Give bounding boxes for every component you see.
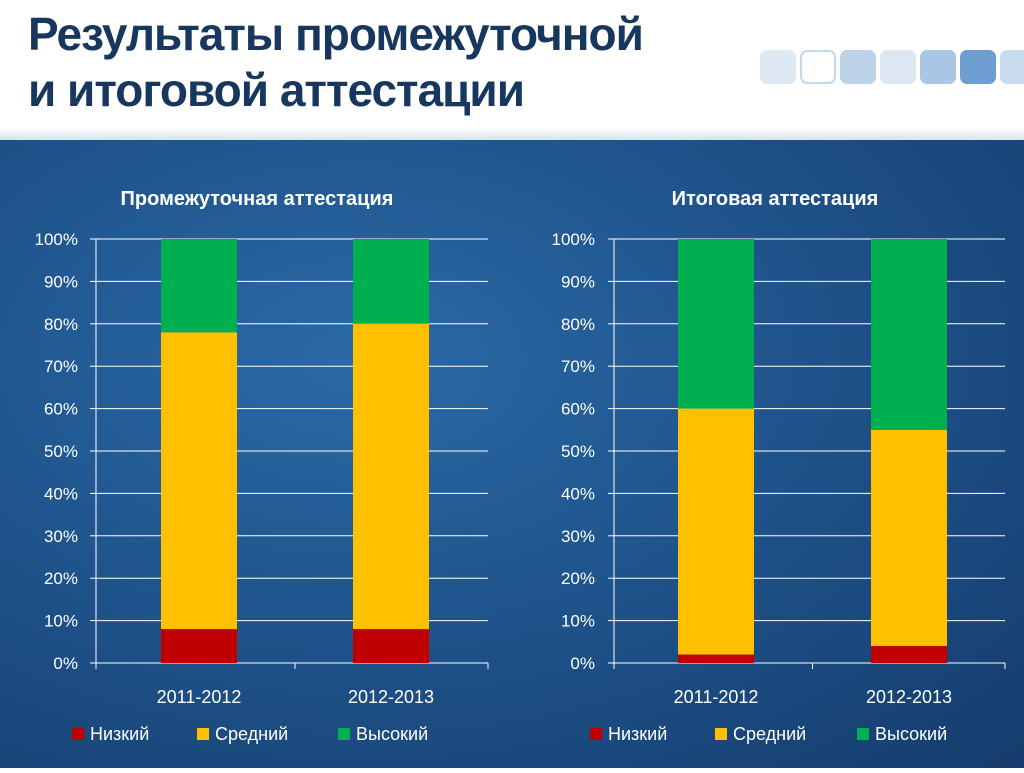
chart-1-bar-2012-2013-высокий: [353, 239, 429, 324]
chart-1-category-label: 2011-2012: [157, 687, 242, 707]
chart-1-y-tick-label: 40%: [44, 484, 78, 503]
chart-1-bar-2011-2012-высокий: [161, 239, 237, 333]
chart-1-bar-2012-2013-низкий: [353, 629, 429, 663]
chart-2-y-tick-label: 70%: [561, 357, 595, 376]
chart-1-y-tick-label: 30%: [44, 527, 78, 546]
chart-2-bar-2011-2012-средний: [678, 408, 754, 655]
decorative-square-6: [960, 50, 996, 84]
chart-1-y-tick-label: 0%: [53, 654, 78, 673]
chart-1-legend-swatch-2: [197, 728, 209, 740]
chart-2-category-label: 2011-2012: [674, 687, 759, 707]
chart-2-legend-label-2: Средний: [733, 724, 806, 744]
chart-1-y-tick-label: 10%: [44, 612, 78, 631]
slide-header: Результаты промежуточной и итоговой атте…: [0, 0, 1024, 140]
chart-2-y-tick-label: 80%: [561, 315, 595, 334]
chart-2-legend-swatch-2: [715, 728, 727, 740]
chart-1-bar-2011-2012-низкий: [161, 629, 237, 663]
chart-2-legend-label-1: Низкий: [608, 724, 667, 744]
chart-1-y-tick-label: 100%: [35, 230, 78, 249]
chart-2-bar-2012-2013-низкий: [871, 646, 947, 663]
chart-1-legend-swatch-1: [72, 728, 84, 740]
chart-2-bar-2011-2012-высокий: [678, 239, 754, 409]
charts-svg: Промежуточная аттестация 0% 10% 20% 30% 40% 50…: [35, 188, 1006, 744]
chart-2-y-tick-label: 100%: [552, 230, 595, 249]
chart-2-y-tick-label: 60%: [561, 400, 595, 419]
chart-1-legend-label-2: Средний: [215, 724, 288, 744]
chart-1-y-tick-label: 90%: [44, 272, 78, 291]
chart-1-y-tick-label: 60%: [44, 400, 78, 419]
decorative-square-7: [1000, 50, 1024, 84]
chart-1-y-tick-label: 20%: [44, 569, 78, 588]
chart-panel: Промежуточная аттестация 0% 10% 20% 30% 40% 50…: [0, 140, 1024, 768]
decorative-square-2: [800, 50, 836, 84]
chart-2-category-label: 2012-2013: [866, 687, 952, 707]
chart-1-y-tick-label: 70%: [44, 357, 78, 376]
slide-title-line-1: Результаты промежуточной: [28, 8, 644, 60]
chart-2-legend-swatch-1: [590, 728, 602, 740]
chart-1-title: Промежуточная аттестация: [121, 188, 394, 210]
slide-title-line-2: и итоговой аттестации: [28, 64, 525, 116]
chart-2-y-tick-label: 10%: [561, 612, 595, 631]
chart-2-y-tick-label: 40%: [561, 484, 595, 503]
chart-2-bar-2011-2012-низкий: [678, 654, 754, 663]
slide-title: Результаты промежуточной и итоговой атте…: [28, 6, 644, 118]
chart-1-legend-label-1: Низкий: [90, 724, 149, 744]
chart-1-legend-label-3: Высокий: [356, 724, 428, 744]
chart-2-bar-2012-2013-высокий: [871, 239, 947, 430]
decorative-square-4: [880, 50, 916, 84]
decorative-square-5: [920, 50, 956, 84]
chart-2-title: Итоговая аттестация: [672, 188, 879, 210]
chart-2-bar-2012-2013-средний: [871, 429, 947, 647]
chart-2-y-tick-label: 0%: [570, 654, 595, 673]
chart-1-category-label: 2012-2013: [348, 687, 434, 707]
chart-1-y-tick-label: 50%: [44, 442, 78, 461]
chart-1-y-tick-label: 80%: [44, 315, 78, 334]
chart-1-bar-2012-2013-средний: [353, 323, 429, 630]
chart-1-legend-swatch-3: [338, 728, 350, 740]
chart-2-y-tick-label: 20%: [561, 569, 595, 588]
chart-2-y-tick-label: 90%: [561, 272, 595, 291]
decorative-square-1: [760, 50, 796, 84]
chart-2-legend-swatch-3: [857, 728, 869, 740]
decorative-square-3: [840, 50, 876, 84]
chart-1-bar-2011-2012-средний: [161, 332, 237, 630]
chart-2-legend-label-3: Высокий: [875, 724, 947, 744]
chart-2-y-tick-label: 30%: [561, 527, 595, 546]
chart-2-y-tick-label: 50%: [561, 442, 595, 461]
